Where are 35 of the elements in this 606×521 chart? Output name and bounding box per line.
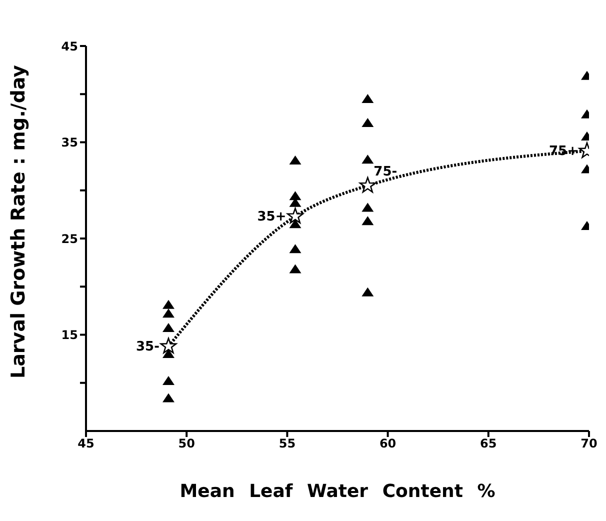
point bbox=[362, 118, 374, 127]
x-tick-label: 45 bbox=[78, 436, 94, 451]
x-tick-label: 60 bbox=[379, 436, 396, 451]
point bbox=[289, 191, 302, 200]
x-tick-label: 50 bbox=[178, 436, 195, 451]
point bbox=[286, 208, 304, 224]
point bbox=[362, 287, 374, 296]
annotation: 35- bbox=[136, 339, 160, 354]
y-tick-label: 25 bbox=[61, 232, 78, 246]
point bbox=[162, 323, 174, 332]
annotation: 35+ bbox=[257, 209, 286, 224]
x-tick-label: 65 bbox=[480, 436, 497, 451]
x-tick-label: 70 bbox=[580, 436, 598, 451]
point bbox=[362, 216, 374, 226]
x-axis-title: Mean Leaf Water Content % bbox=[180, 481, 496, 502]
x-tick-label: 55 bbox=[278, 436, 296, 451]
point bbox=[162, 376, 174, 385]
point bbox=[162, 349, 174, 358]
point bbox=[362, 202, 374, 212]
point bbox=[162, 308, 174, 318]
point bbox=[160, 338, 177, 354]
point bbox=[289, 264, 302, 274]
point bbox=[289, 156, 302, 165]
y-tick-label: 15 bbox=[61, 328, 78, 342]
point bbox=[162, 300, 174, 309]
point bbox=[362, 94, 374, 103]
point bbox=[289, 219, 302, 228]
y-tick-label: 35 bbox=[61, 136, 78, 150]
y-axis-title: Larval Growth Rate : mg./day bbox=[8, 64, 30, 378]
point bbox=[289, 244, 302, 254]
annotation: 75- bbox=[374, 164, 398, 180]
point bbox=[359, 176, 376, 193]
point bbox=[362, 154, 374, 164]
y-tick-label: 45 bbox=[61, 39, 78, 54]
point bbox=[162, 393, 174, 402]
